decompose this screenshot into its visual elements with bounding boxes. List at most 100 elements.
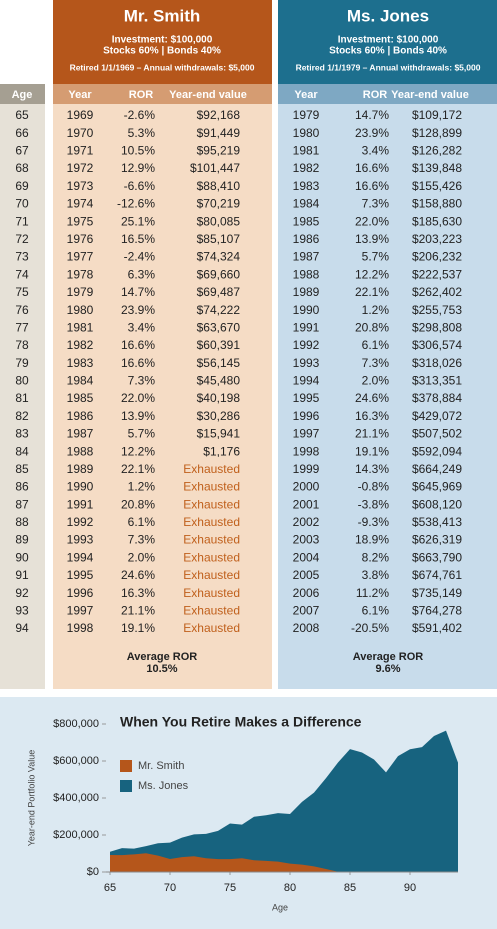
ror-cell: 24.6%	[355, 391, 389, 405]
ror-cell: 7.3%	[128, 374, 156, 388]
y-tick-label: $400,000	[53, 792, 99, 804]
value-cell: $378,884	[412, 391, 462, 405]
panel-retired: Retired 1/1/1979 – Annual withdrawals: $…	[296, 62, 481, 72]
year-cell: 1996	[293, 409, 320, 423]
ror-cell: 16.6%	[121, 338, 155, 352]
ror-cell: 14.3%	[355, 462, 389, 476]
panel-investment: Investment: $100,000	[112, 35, 213, 46]
column-header: Year	[68, 89, 92, 101]
value-cell: Exhausted	[183, 533, 240, 547]
ror-cell: 22.1%	[355, 285, 389, 299]
value-cell: $126,282	[412, 144, 462, 158]
ror-cell: 3.4%	[128, 320, 156, 334]
value-cell: $222,537	[412, 267, 462, 281]
chart-title: When You Retire Makes a Difference	[120, 714, 362, 730]
year-cell: 1995	[67, 568, 94, 582]
year-cell: 1989	[293, 285, 320, 299]
value-cell: Exhausted	[183, 497, 240, 511]
year-cell: 1992	[67, 515, 94, 529]
average-label: Average ROR	[353, 651, 424, 663]
ror-cell: 5.7%	[128, 427, 156, 441]
column-header: Year-end value	[391, 89, 469, 101]
value-cell: Exhausted	[183, 462, 240, 476]
year-cell: 1977	[67, 250, 94, 264]
jones-header-bg	[278, 0, 497, 84]
value-cell: $128,899	[412, 126, 462, 140]
age-cell: 81	[15, 391, 29, 405]
age-column	[0, 84, 45, 689]
value-cell: $592,094	[412, 444, 462, 458]
year-cell: 2005	[293, 568, 320, 582]
panel-allocation: Stocks 60% | Bonds 40%	[103, 46, 221, 57]
ror-cell: 23.9%	[121, 303, 155, 317]
ror-cell: -20.5%	[351, 621, 389, 635]
panel-title: Ms. Jones	[347, 6, 429, 25]
age-cell: 89	[15, 533, 29, 547]
column-header: Year-end value	[169, 89, 247, 101]
ror-cell: -9.3%	[358, 515, 390, 529]
age-cell: 75	[15, 285, 29, 299]
value-cell: Exhausted	[183, 621, 240, 635]
ror-cell: 3.4%	[362, 144, 390, 158]
age-cell: 78	[15, 338, 29, 352]
value-cell: $69,660	[197, 267, 241, 281]
value-cell: $109,172	[412, 108, 462, 122]
ror-cell: 2.0%	[362, 374, 390, 388]
column-header: ROR	[129, 89, 154, 101]
year-cell: 1972	[67, 161, 94, 175]
value-cell: $56,145	[197, 356, 241, 370]
value-cell: $63,670	[197, 320, 241, 334]
ror-cell: -0.8%	[358, 480, 390, 494]
age-cell: 80	[15, 374, 29, 388]
ror-cell: 16.3%	[355, 409, 389, 423]
ror-cell: 1.2%	[362, 303, 390, 317]
age-cell: 90	[15, 550, 29, 564]
ror-cell: 5.3%	[128, 126, 156, 140]
panel-title: Mr. Smith	[124, 6, 201, 25]
value-cell: $1,176	[203, 444, 240, 458]
year-cell: 2002	[293, 515, 320, 529]
age-cell: 86	[15, 480, 29, 494]
value-cell: $764,278	[412, 603, 462, 617]
value-cell: $45,480	[197, 374, 241, 388]
value-cell: $203,223	[412, 232, 462, 246]
year-cell: 2008	[293, 621, 320, 635]
ror-cell: 5.7%	[362, 250, 390, 264]
x-tick-label: 85	[344, 882, 356, 894]
legend-swatch	[120, 780, 132, 792]
year-cell: 1997	[67, 603, 94, 617]
value-cell: $645,969	[412, 480, 462, 494]
age-cell: 76	[15, 303, 29, 317]
year-cell: 1981	[67, 320, 94, 334]
ror-cell: -6.6%	[124, 179, 156, 193]
column-header: ROR	[363, 89, 388, 101]
ror-cell: 13.9%	[121, 409, 155, 423]
ror-cell: 25.1%	[121, 214, 155, 228]
value-cell: $429,072	[412, 409, 462, 423]
value-cell: $40,198	[197, 391, 241, 405]
value-cell: $538,413	[412, 515, 462, 529]
year-cell: 1986	[293, 232, 320, 246]
year-cell: 1970	[67, 126, 94, 140]
value-cell: $663,790	[412, 550, 462, 564]
year-cell: 1984	[293, 197, 320, 211]
year-cell: 1996	[67, 586, 94, 600]
legend-label: Ms. Jones	[138, 780, 189, 792]
ror-cell: -2.6%	[124, 108, 156, 122]
ror-cell: 19.1%	[121, 621, 155, 635]
year-cell: 1983	[67, 356, 94, 370]
value-cell: $91,449	[197, 126, 241, 140]
age-cell: 74	[15, 267, 29, 281]
year-cell: 2000	[293, 480, 320, 494]
ror-cell: 22.1%	[121, 462, 155, 476]
ror-cell: 21.1%	[121, 603, 155, 617]
column-header: Year	[294, 89, 318, 101]
ror-cell: 16.3%	[121, 586, 155, 600]
average-value: 10.5%	[146, 663, 177, 675]
year-cell: 1975	[67, 214, 94, 228]
age-cell: 94	[15, 621, 29, 635]
ror-cell: -12.6%	[117, 197, 155, 211]
ror-cell: 6.1%	[362, 603, 390, 617]
value-cell: $664,249	[412, 462, 462, 476]
ror-cell: 20.8%	[355, 320, 389, 334]
